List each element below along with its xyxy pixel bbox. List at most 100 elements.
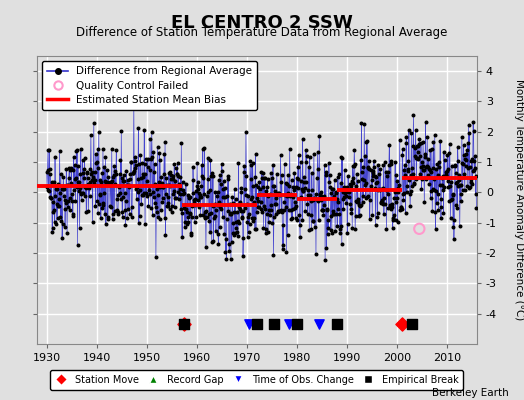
Point bbox=[104, 174, 113, 180]
Point bbox=[365, 166, 374, 172]
Point bbox=[379, 201, 387, 207]
Point bbox=[409, 143, 417, 149]
Point bbox=[429, 165, 437, 172]
Point bbox=[384, 191, 392, 198]
Point bbox=[390, 212, 398, 218]
Point bbox=[386, 161, 395, 168]
Point bbox=[66, 207, 74, 213]
Point bbox=[382, 226, 390, 232]
Point bbox=[361, 153, 369, 160]
Point bbox=[293, 216, 301, 223]
Point bbox=[281, 204, 290, 210]
Point bbox=[449, 191, 457, 198]
Point bbox=[97, 204, 106, 211]
Point bbox=[249, 199, 258, 205]
Point bbox=[92, 150, 100, 157]
Point bbox=[100, 190, 108, 196]
Point bbox=[153, 209, 161, 216]
Point bbox=[201, 209, 210, 216]
Point bbox=[407, 188, 415, 194]
Point bbox=[448, 196, 456, 203]
Point bbox=[116, 190, 124, 196]
Point bbox=[142, 156, 150, 162]
Point bbox=[372, 174, 380, 181]
Point bbox=[190, 197, 199, 203]
Point bbox=[81, 192, 89, 199]
Point bbox=[288, 215, 297, 221]
Point bbox=[196, 194, 205, 200]
Point bbox=[451, 170, 460, 176]
Point bbox=[160, 171, 168, 178]
Point bbox=[195, 194, 204, 200]
Point bbox=[274, 207, 282, 214]
Point bbox=[446, 214, 455, 221]
Point bbox=[138, 160, 146, 166]
Point bbox=[430, 176, 438, 182]
Point bbox=[64, 175, 73, 181]
Point bbox=[54, 180, 62, 187]
Point bbox=[376, 166, 384, 172]
Point bbox=[427, 195, 435, 201]
Point bbox=[43, 166, 52, 173]
Point bbox=[57, 171, 65, 178]
Point bbox=[462, 156, 471, 163]
Point bbox=[144, 156, 152, 162]
Point bbox=[434, 207, 443, 214]
Point bbox=[170, 161, 178, 168]
Point bbox=[454, 182, 463, 189]
Point bbox=[91, 169, 99, 175]
Point bbox=[45, 147, 53, 153]
Point bbox=[417, 140, 425, 146]
Point bbox=[55, 203, 63, 210]
Point bbox=[464, 165, 472, 172]
Point bbox=[256, 190, 264, 197]
Point bbox=[382, 168, 390, 175]
Point bbox=[392, 172, 400, 178]
Point bbox=[468, 181, 476, 187]
Point bbox=[447, 179, 455, 185]
Point bbox=[268, 220, 276, 226]
Point bbox=[95, 201, 103, 207]
Point bbox=[84, 181, 92, 187]
Point bbox=[109, 211, 117, 218]
Point bbox=[245, 211, 254, 217]
Point bbox=[210, 202, 219, 208]
Point bbox=[129, 170, 137, 176]
Point bbox=[288, 194, 297, 200]
Point bbox=[377, 186, 385, 192]
Point bbox=[367, 167, 376, 173]
Point bbox=[397, 206, 405, 212]
Point bbox=[202, 208, 211, 214]
Point bbox=[312, 251, 320, 258]
Point bbox=[297, 159, 305, 165]
Point bbox=[179, 187, 187, 194]
Point bbox=[163, 203, 171, 209]
Point bbox=[260, 175, 269, 181]
Point bbox=[464, 122, 473, 129]
Point bbox=[405, 158, 413, 165]
Point bbox=[177, 139, 185, 146]
Point bbox=[265, 219, 273, 225]
Point bbox=[168, 209, 176, 215]
Point bbox=[237, 189, 245, 195]
Point bbox=[426, 147, 434, 153]
Point bbox=[427, 169, 435, 175]
Point bbox=[258, 174, 266, 181]
Point bbox=[402, 140, 410, 147]
Point bbox=[239, 169, 248, 176]
Point bbox=[255, 204, 263, 210]
Point bbox=[166, 169, 174, 176]
Point bbox=[441, 172, 450, 178]
Point bbox=[211, 189, 220, 195]
Point bbox=[347, 183, 355, 190]
Point bbox=[205, 187, 214, 193]
Point bbox=[263, 210, 271, 217]
Point bbox=[351, 161, 359, 168]
Point bbox=[187, 194, 195, 200]
Point bbox=[346, 200, 354, 207]
Point bbox=[359, 192, 368, 199]
Point bbox=[200, 191, 208, 197]
Point bbox=[112, 171, 120, 178]
Point bbox=[127, 159, 136, 165]
Point bbox=[380, 211, 388, 217]
